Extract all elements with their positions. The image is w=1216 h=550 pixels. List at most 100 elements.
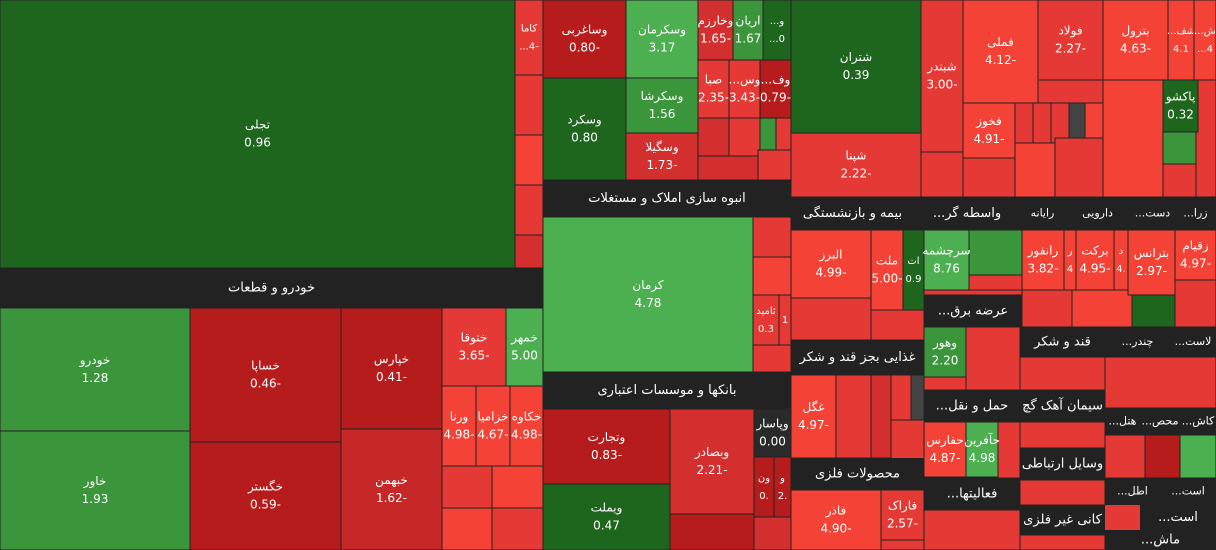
stock-tile bbox=[542, 77, 627, 181]
filler-tile bbox=[752, 256, 792, 296]
stock-change: -4... bbox=[519, 42, 539, 53]
stock-change: 0.39 bbox=[843, 68, 870, 82]
stock-symbol: شف... bbox=[1167, 26, 1195, 37]
sector-name: ماش... bbox=[1141, 533, 1180, 548]
filler-tile bbox=[880, 539, 925, 550]
filler-tile bbox=[669, 513, 755, 550]
stock-symbol: کرمان bbox=[632, 278, 664, 293]
sector-header bbox=[1140, 408, 1180, 435]
stock-tile bbox=[1162, 79, 1199, 133]
stock-change: 4.78 bbox=[635, 296, 662, 310]
stock-symbol: بترول bbox=[1121, 24, 1149, 39]
stock-tile bbox=[542, 408, 671, 485]
filler-tile bbox=[923, 289, 1023, 296]
stock-tile bbox=[790, 0, 922, 134]
stock-tile bbox=[880, 489, 925, 541]
stock-symbol: سرچشمه bbox=[922, 244, 970, 259]
sector-header bbox=[791, 458, 924, 490]
filler-tile bbox=[870, 374, 892, 459]
filler-tile bbox=[923, 376, 967, 391]
filler-tile bbox=[753, 516, 792, 550]
filler-tile bbox=[775, 117, 792, 151]
stock-symbol: غگل bbox=[803, 400, 825, 414]
sector-name: هتل... bbox=[1109, 415, 1137, 428]
stock-change: 4... bbox=[1197, 44, 1213, 55]
stock-tile bbox=[1037, 0, 1104, 81]
sector-header bbox=[924, 478, 1020, 510]
stock-tile bbox=[189, 441, 342, 550]
stock-symbol: خساپا bbox=[251, 359, 280, 373]
stock-symbol: وساغربی bbox=[562, 23, 608, 38]
stock-symbol: اریان bbox=[736, 14, 761, 29]
sector-name: است... bbox=[1158, 510, 1198, 525]
stock-tile bbox=[753, 408, 792, 458]
sector-name: خودرو و قطعات bbox=[228, 281, 315, 296]
sector-header bbox=[1105, 530, 1216, 550]
stock-symbol: ملت bbox=[876, 254, 898, 268]
stock-symbol: شپنا bbox=[846, 149, 867, 163]
filler-tile bbox=[910, 374, 925, 421]
stock-change: -4.97 bbox=[1180, 257, 1211, 271]
sector-name: اطل... bbox=[1117, 485, 1148, 498]
stock-tile bbox=[340, 307, 443, 430]
sector-header bbox=[1140, 505, 1216, 530]
stock-symbol: وخارزم bbox=[698, 14, 734, 29]
stock-symbol: البرز bbox=[818, 248, 842, 263]
filler-tile bbox=[962, 157, 1016, 198]
stock-tile bbox=[923, 326, 967, 378]
filler-tile bbox=[920, 151, 964, 198]
stock-tile bbox=[902, 229, 925, 311]
stock-tile bbox=[505, 307, 544, 387]
sector-header bbox=[543, 180, 791, 217]
sector-name: لاست... bbox=[1175, 335, 1212, 348]
stock-change: -4.63 bbox=[1120, 42, 1151, 56]
filler-tile bbox=[1162, 131, 1197, 165]
stock-change: 0.47 bbox=[593, 519, 620, 533]
stock-symbol: تجلی bbox=[245, 118, 270, 132]
stock-tile bbox=[870, 229, 904, 311]
stock-change: 0.00 bbox=[759, 435, 786, 449]
stock-change: 3.17 bbox=[649, 41, 676, 55]
filler-tile bbox=[491, 465, 544, 509]
stock-tile bbox=[752, 294, 780, 346]
filler-tile bbox=[1104, 356, 1216, 409]
stock-symbol: خزامیا bbox=[477, 410, 508, 425]
stock-change: 4.1 bbox=[1173, 44, 1189, 55]
sector-name: انبوه سازی املاک و مستغلات bbox=[588, 191, 746, 206]
stock-symbol: حآفرین bbox=[964, 432, 1000, 448]
sector-name: واسطه گر... bbox=[933, 205, 1001, 221]
filler-tile bbox=[1144, 434, 1181, 479]
stock-symbol: ات bbox=[907, 256, 919, 267]
stock-symbol: فخوز bbox=[975, 114, 1001, 129]
stock-change: 0.80 bbox=[571, 131, 598, 145]
filler-tile bbox=[1032, 102, 1052, 144]
stock-change: -1.62 bbox=[376, 491, 407, 505]
stock-change: -0.59 bbox=[250, 498, 281, 512]
sector-header bbox=[1170, 327, 1216, 357]
stock-change: 4.98 bbox=[969, 451, 996, 465]
filler-tile bbox=[752, 216, 792, 258]
filler-tile bbox=[752, 344, 792, 373]
stock-tile bbox=[509, 385, 544, 467]
stock-tile bbox=[762, 0, 792, 61]
stock-tile bbox=[625, 0, 699, 79]
stock-symbol: وپاسار bbox=[755, 417, 788, 432]
sector-header bbox=[1105, 408, 1140, 435]
sector-header bbox=[924, 390, 1020, 422]
stock-change: -3.00 bbox=[926, 78, 957, 92]
stock-symbol: و... bbox=[770, 16, 785, 27]
stock-symbol: د bbox=[1119, 246, 1123, 257]
stock-change: -3.82 bbox=[1027, 262, 1058, 276]
stock-tile bbox=[790, 489, 882, 550]
stock-tile bbox=[753, 456, 775, 518]
filler-tile bbox=[1050, 102, 1070, 144]
filler-tile bbox=[1104, 434, 1146, 479]
stock-tile bbox=[1021, 229, 1065, 291]
stock-change: -4.87 bbox=[929, 451, 960, 465]
filler-tile bbox=[697, 155, 759, 181]
stock-symbol: خپارس bbox=[374, 352, 409, 367]
sector-name: حمل و نقل... bbox=[936, 399, 1008, 414]
stock-tile bbox=[773, 456, 792, 518]
stock-symbol: وبصادر bbox=[694, 445, 729, 460]
stock-tile bbox=[759, 59, 792, 119]
